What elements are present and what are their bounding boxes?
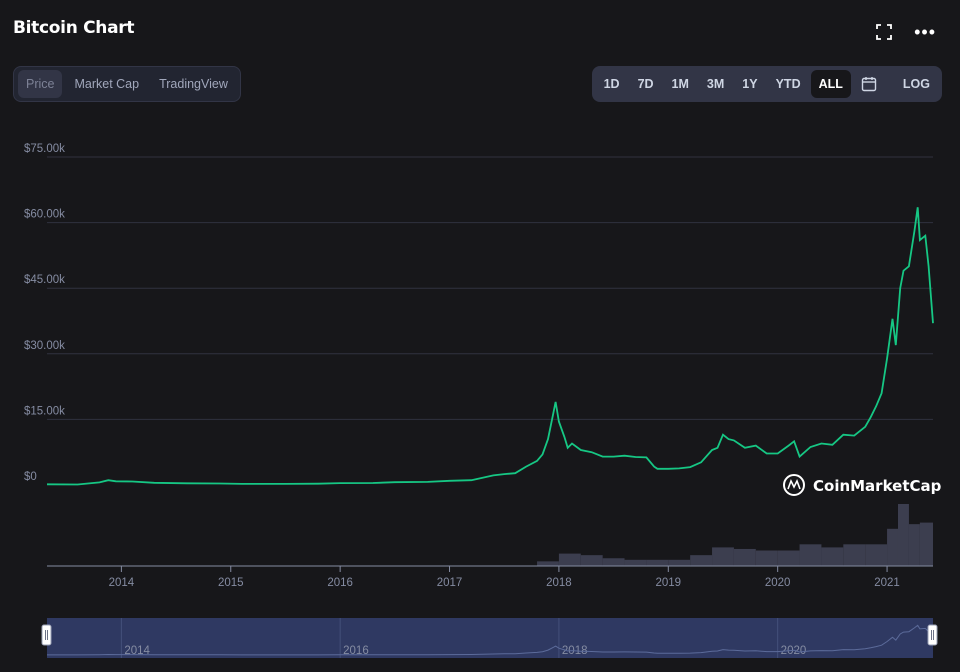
x-axis: 2014 2015 2016 2017 2018 2019 2020 2021 (109, 566, 900, 589)
y-tick-label: $0 (24, 471, 37, 483)
log-toggle[interactable]: LOG (902, 77, 930, 91)
volume-bar (897, 504, 909, 566)
x-tick-label: 2018 (546, 577, 572, 589)
time-navigator[interactable]: 2014 2016 2018 2020 (41, 618, 938, 658)
volume-bars (537, 504, 933, 566)
range-1y[interactable]: 1Y (742, 77, 758, 91)
x-tick-label: 2020 (765, 577, 791, 589)
coinmarketcap-logo-mark (787, 479, 801, 490)
volume-bar (537, 561, 559, 566)
x-tick-label: 2016 (327, 577, 353, 589)
volume-bar (843, 544, 866, 566)
volume-bar (908, 524, 920, 566)
volume-bar (799, 544, 822, 566)
chart-type-tabs: Price Market Cap TradingView (13, 66, 241, 102)
navigator-label: 2014 (124, 645, 150, 657)
volume-bar (690, 555, 713, 566)
watermark-text: CoinMarketCap (813, 477, 942, 495)
volume-bar (712, 547, 734, 566)
tab-market-cap[interactable]: Market Cap (74, 77, 140, 91)
y-tick-label: $75.00k (24, 143, 65, 155)
y-axis-labels: $0 $15.00k $30.00k $45.00k $60.00k $75.00k (24, 143, 65, 483)
range-ytd[interactable]: YTD (775, 77, 801, 91)
x-tick-label: 2014 (109, 577, 135, 589)
x-tick-label: 2019 (655, 577, 681, 589)
range-1m[interactable]: 1M (671, 77, 689, 91)
volume-bar (624, 559, 647, 566)
x-tick-label: 2015 (218, 577, 244, 589)
coinmarketcap-watermark: CoinMarketCap (783, 474, 942, 496)
range-1d[interactable]: 1D (603, 77, 620, 91)
volume-bar (580, 555, 603, 566)
y-tick-label: $60.00k (24, 209, 65, 221)
chart-actions: ••• (876, 22, 936, 42)
volume-bar (919, 522, 933, 566)
grid-lines (47, 156, 933, 420)
volume-bar (887, 528, 898, 566)
expand-icon[interactable] (876, 24, 892, 40)
volume-bar (602, 558, 625, 566)
volume-bar (777, 550, 800, 566)
navigator-handle-right[interactable] (927, 624, 938, 646)
page-title: Bitcoin Chart (13, 18, 135, 38)
volume-bar (821, 547, 844, 566)
y-tick-label: $15.00k (24, 405, 65, 417)
more-icon[interactable]: ••• (914, 22, 936, 42)
range-3m[interactable]: 3M (706, 77, 725, 91)
calendar-icon[interactable] (853, 70, 885, 98)
navigator-line (47, 624, 934, 656)
volume-bar (646, 559, 669, 566)
price-line (46, 207, 934, 486)
x-tick-label: 2017 (437, 577, 463, 589)
y-tick-label: $45.00k (24, 274, 65, 286)
volume-bar (865, 544, 888, 566)
navigator-label: 2020 (781, 645, 807, 657)
range-selector: 1D 7D 1M 3M 1Y YTD ALL LOG (591, 66, 942, 102)
x-tick-label: 2021 (874, 577, 900, 589)
coinmarketcap-logo-icon (783, 474, 805, 496)
volume-bar (733, 548, 756, 566)
volume-bar (558, 553, 581, 566)
navigator-handle-left[interactable] (41, 624, 52, 646)
navigator-label: 2016 (343, 645, 369, 657)
volume-bar (668, 559, 691, 566)
range-7d[interactable]: 7D (637, 77, 654, 91)
range-all[interactable]: ALL (810, 70, 851, 98)
tab-tradingview[interactable]: TradingView (159, 77, 228, 91)
volume-bar (755, 550, 778, 566)
y-tick-label: $30.00k (24, 340, 65, 352)
tab-price[interactable]: Price (18, 70, 63, 98)
